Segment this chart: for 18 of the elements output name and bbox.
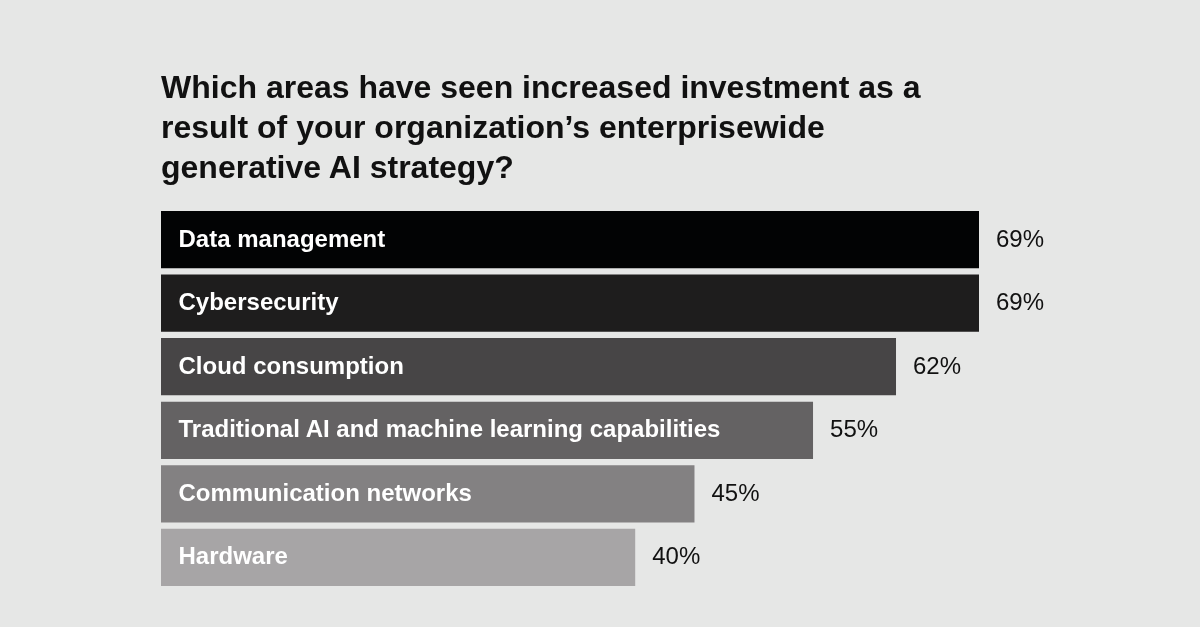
- bar: [161, 528, 636, 586]
- y-tick-label: Traditional AI and machine learning capabilities: [178, 415, 721, 443]
- y-tick-label: Cloud consumption: [178, 351, 404, 379]
- data-label: 62%: [913, 351, 962, 379]
- bar: [161, 211, 979, 269]
- bar: [161, 274, 979, 332]
- chart-title: Which areas have seen increased investment as a result of your organization’s enterprisewide generative AI strategy?: [161, 69, 921, 185]
- data-label: 69%: [996, 224, 1045, 252]
- data-label: 45%: [711, 478, 760, 506]
- data-label: 55%: [830, 415, 879, 443]
- data-label: 69%: [996, 288, 1045, 316]
- y-tick-label: Cybersecurity: [178, 288, 340, 316]
- y-tick-label: Hardware: [178, 542, 288, 570]
- y-tick-label: Communication networks: [178, 478, 472, 506]
- y-tick-label: Data management: [178, 224, 386, 252]
- data-label: 40%: [652, 542, 701, 570]
- bar: [161, 465, 695, 523]
- bar: [161, 338, 897, 396]
